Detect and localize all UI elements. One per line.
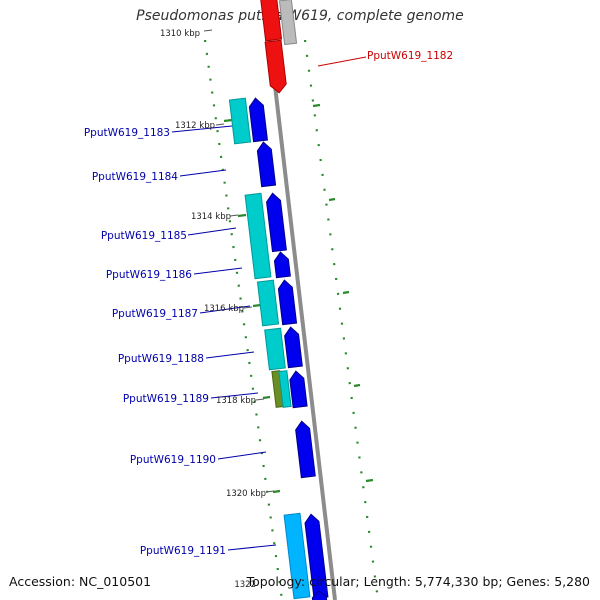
tick-label-1314: 1314 kbp xyxy=(191,212,231,222)
gene-arrow-1188 xyxy=(284,326,303,369)
tick-label-1322: 1322 xyxy=(234,580,256,590)
gene-label-1183[interactable]: PputW619_1183 xyxy=(84,127,170,139)
gene-arrow-1189 xyxy=(289,370,308,409)
gene-label-1182[interactable]: PputW619_1182 xyxy=(367,50,453,62)
inner-gene-track xyxy=(228,97,311,600)
gene-label-1187[interactable]: PputW619_1187 xyxy=(112,308,198,320)
topology-text: Topology: circular; Length: 5,774,330 bp… xyxy=(246,574,590,589)
gene-label-1188[interactable]: PputW619_1188 xyxy=(118,353,204,365)
gene-arrow-1190 xyxy=(295,420,316,479)
gene-arrow-1184 xyxy=(256,141,277,188)
gene-label-1185[interactable]: PputW619_1185 xyxy=(101,230,187,242)
gene-arrow-1187 xyxy=(277,279,298,326)
tick-label-1318: 1318 kbp xyxy=(216,396,256,406)
gene-label-1184[interactable]: PputW619_1184 xyxy=(92,171,178,183)
gc-skew-outer xyxy=(303,39,380,600)
forward-gene-track xyxy=(248,0,329,600)
gene-arrow-1185 xyxy=(266,192,287,253)
tick-label-1320: 1320 kbp xyxy=(226,489,266,499)
gene-label-1190[interactable]: PputW619_1190 xyxy=(130,454,216,466)
accession-text: Accession: NC_010501 xyxy=(9,574,152,589)
tick-label-1310: 1310 kbp xyxy=(160,29,200,39)
gene-label-1191[interactable]: PputW619_1191 xyxy=(140,545,226,557)
gene-arrow-1191 xyxy=(304,513,329,600)
gene-label-1189[interactable]: PputW619_1189 xyxy=(123,393,209,405)
gene-label-1186[interactable]: PputW619_1186 xyxy=(106,269,192,281)
gene-arrow-1186 xyxy=(273,251,291,279)
map-title: Pseudomonas putida W619, complete genome xyxy=(136,8,464,24)
gene-arrow-1183 xyxy=(248,97,268,143)
gc-skew-marks xyxy=(223,103,374,494)
genome-backbone xyxy=(263,0,337,600)
label-leaders xyxy=(171,56,367,551)
scale-ticks xyxy=(203,29,275,493)
tick-label-1312: 1312 kbp xyxy=(175,121,215,131)
tick-label-1316: 1316 kbp xyxy=(204,304,244,314)
gene-arrow-1182 xyxy=(264,39,287,94)
